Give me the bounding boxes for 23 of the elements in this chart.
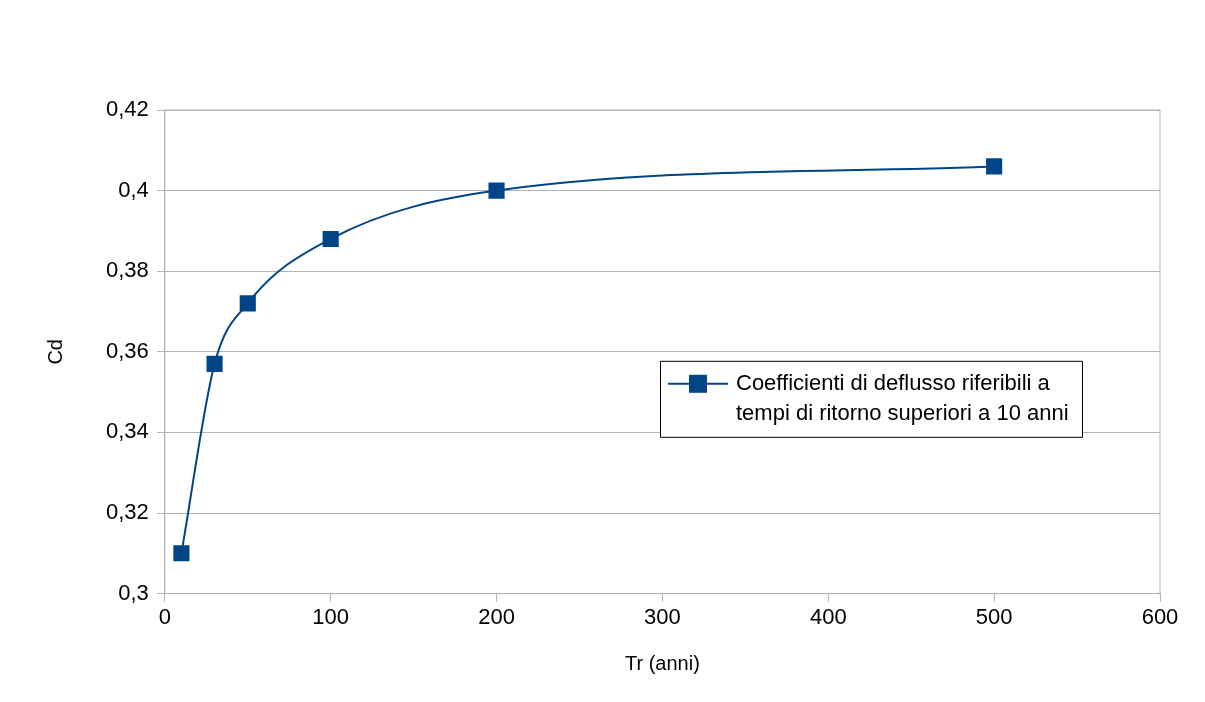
y-tick-label: 0,42 [105, 96, 149, 122]
x-tick-label: 400 [809, 603, 847, 629]
y-tick-label: 0,34 [105, 418, 149, 444]
x-tick-label: 100 [312, 603, 350, 629]
y-axis-title: Cd [43, 339, 66, 365]
x-tick-label: 200 [478, 603, 515, 629]
y-tick-label: 0,4 [118, 176, 149, 202]
point [488, 182, 505, 199]
y-tick-label: 0,3 [118, 579, 149, 605]
point [322, 230, 339, 248]
point [173, 545, 190, 562]
point [986, 158, 1003, 175]
point [239, 295, 256, 312]
point [206, 355, 223, 372]
x-tick-label: 0 [158, 603, 171, 629]
legend-label: Coefficienti di deflusso riferibili a tempi di ritorno superiori a 10 anni [736, 369, 1069, 425]
y-tick-label: 0,32 [105, 499, 149, 525]
y-tick-label: 0,36 [105, 337, 149, 363]
x-tick-label: 500 [975, 603, 1013, 629]
y-tick-label: 0,38 [105, 257, 149, 283]
x-axis-title: Tr (anni) [625, 651, 700, 674]
x-tick-label: 600 [1141, 603, 1179, 629]
x-tick-label: 300 [644, 603, 681, 629]
